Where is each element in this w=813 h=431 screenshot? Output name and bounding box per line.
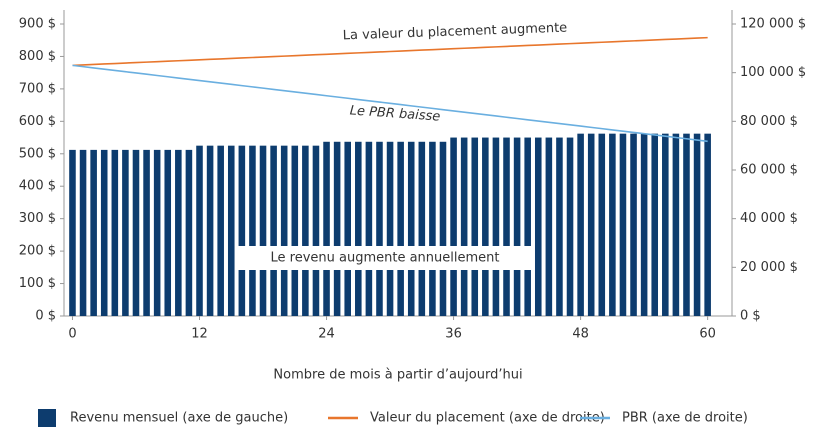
bar xyxy=(153,149,161,316)
bar xyxy=(450,137,457,316)
bar xyxy=(355,141,362,316)
annotation-box xyxy=(238,246,533,270)
y-tick-label: 400 $ xyxy=(19,179,56,194)
bar xyxy=(471,137,479,316)
bar xyxy=(598,133,606,316)
bar xyxy=(238,145,246,316)
x-axis-label: Nombre de mois à partir d’aujourd’hui xyxy=(273,368,522,383)
bar xyxy=(185,149,193,316)
legend-label: Revenu mensuel (axe de gauche) xyxy=(70,411,288,426)
bar xyxy=(587,133,595,316)
x-tick-label: 48 xyxy=(572,327,589,342)
bar xyxy=(164,149,172,316)
bar xyxy=(132,149,140,316)
legend-swatch xyxy=(38,409,56,427)
bar xyxy=(196,145,203,316)
x-tick-label: 0 xyxy=(68,327,76,342)
bar xyxy=(418,141,426,316)
bar xyxy=(662,133,669,316)
bar xyxy=(556,137,563,316)
x-tick-label: 24 xyxy=(318,327,335,342)
bar xyxy=(534,137,542,316)
x-tick-label: 12 xyxy=(191,327,208,342)
bar xyxy=(503,137,510,316)
bar xyxy=(344,141,351,316)
y-tick-label: 600 $ xyxy=(19,114,56,129)
y-tick-label: 200 $ xyxy=(19,244,56,259)
bar xyxy=(429,141,436,316)
y-tick-label: 900 $ xyxy=(19,17,56,32)
bar xyxy=(302,145,309,316)
bar xyxy=(90,149,97,316)
y-tick-label: 100 $ xyxy=(19,276,56,291)
bar xyxy=(439,141,447,316)
bar xyxy=(640,133,648,316)
bar xyxy=(460,137,468,316)
y2-tick-label: 60 000 $ xyxy=(740,163,798,178)
y2-tick-label: 0 $ xyxy=(740,309,761,324)
y-tick-label: 700 $ xyxy=(19,81,56,96)
bar xyxy=(609,133,616,316)
y2-tick-label: 80 000 $ xyxy=(740,114,798,129)
bar xyxy=(206,145,214,316)
y2-tick-label: 120 000 $ xyxy=(740,17,806,32)
bar xyxy=(259,145,267,316)
bar xyxy=(619,133,627,316)
bar xyxy=(492,137,500,316)
bar xyxy=(227,145,235,316)
bar xyxy=(291,145,299,316)
y2-tick-label: 20 000 $ xyxy=(740,260,798,275)
y2-tick-label: 100 000 $ xyxy=(740,65,806,80)
bar xyxy=(566,137,574,316)
bar xyxy=(122,149,129,316)
bar xyxy=(386,141,394,316)
x-tick-label: 36 xyxy=(445,327,462,342)
bar xyxy=(333,141,341,316)
y-tick-label: 800 $ xyxy=(19,49,56,64)
bar xyxy=(630,133,637,316)
line xyxy=(72,64,708,143)
annotation: Le revenu augmente annuellement xyxy=(271,251,500,266)
bar xyxy=(365,141,373,316)
bar xyxy=(397,141,404,316)
bar xyxy=(524,137,531,316)
bar xyxy=(651,133,659,316)
bar xyxy=(577,133,584,316)
bar xyxy=(270,145,277,316)
bar xyxy=(312,145,320,316)
bar xyxy=(143,149,150,316)
y-tick-label: 0 $ xyxy=(35,309,56,324)
line xyxy=(72,36,708,67)
bar xyxy=(323,141,330,316)
bar xyxy=(704,133,711,316)
y-tick-label: 500 $ xyxy=(19,146,56,161)
bar xyxy=(482,137,489,316)
bar xyxy=(693,133,701,316)
bar xyxy=(100,149,108,316)
bar xyxy=(249,145,256,316)
y2-tick-label: 40 000 $ xyxy=(740,211,798,226)
legend-label: Valeur du placement (axe de droite) xyxy=(370,411,605,426)
bar xyxy=(79,149,87,316)
x-tick-label: 60 xyxy=(699,327,716,342)
y-tick-label: 300 $ xyxy=(19,211,56,226)
bar xyxy=(175,149,182,316)
bar xyxy=(111,149,119,316)
legend-label: PBR (axe de droite) xyxy=(622,411,748,426)
bar xyxy=(545,137,553,316)
annotation: Le PBR baisse xyxy=(349,103,440,124)
bar xyxy=(513,137,521,316)
bar xyxy=(280,145,288,316)
bar xyxy=(69,149,76,316)
bar xyxy=(376,141,383,316)
bar xyxy=(217,145,224,316)
bar xyxy=(407,141,415,316)
bar xyxy=(672,133,680,316)
bar xyxy=(683,133,690,316)
